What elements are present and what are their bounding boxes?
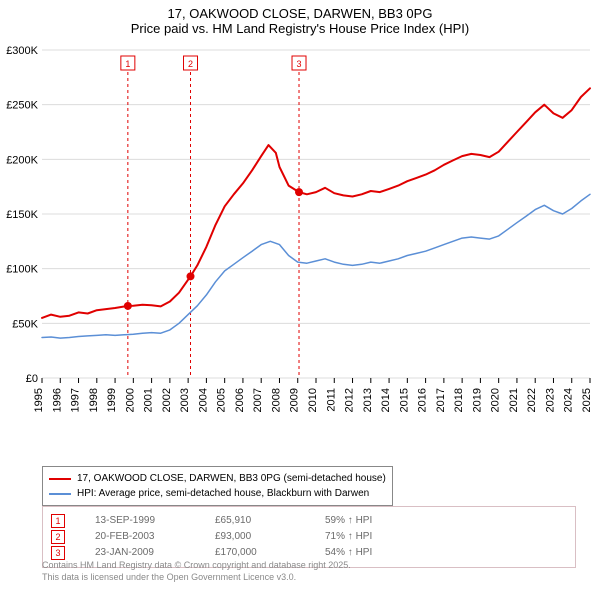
note-row: 3 23-JAN-2009 £170,000 54% ↑ HPI [51, 545, 567, 561]
title-subtitle: Price paid vs. HM Land Registry's House … [0, 21, 600, 36]
svg-text:2020: 2020 [490, 388, 502, 412]
svg-text:2017: 2017 [435, 388, 447, 412]
svg-text:£150K: £150K [6, 209, 38, 221]
svg-text:2009: 2009 [289, 388, 301, 412]
svg-text:2014: 2014 [380, 388, 392, 412]
svg-text:1999: 1999 [106, 388, 118, 412]
svg-text:2002: 2002 [161, 388, 173, 412]
svg-text:2015: 2015 [398, 388, 410, 412]
title-address: 17, OAKWOOD CLOSE, DARWEN, BB3 0PG [0, 6, 600, 21]
legend-swatch-hpi [49, 493, 71, 495]
svg-text:2021: 2021 [508, 388, 520, 412]
svg-text:1997: 1997 [70, 388, 82, 412]
note-row: 2 20-FEB-2003 £93,000 71% ↑ HPI [51, 529, 567, 545]
svg-text:2010: 2010 [307, 388, 319, 412]
legend-label-hpi: HPI: Average price, semi-detached house,… [77, 486, 369, 501]
svg-text:1: 1 [125, 59, 130, 69]
chart-container: { "title": { "line1": "17, OAKWOOD CLOSE… [0, 0, 600, 590]
note-marker-3: 3 [51, 546, 65, 560]
note-price: £65,910 [215, 513, 295, 529]
note-pct: 71% ↑ HPI [325, 529, 415, 545]
svg-text:2016: 2016 [417, 388, 429, 412]
svg-text:£200K: £200K [6, 154, 38, 166]
svg-text:1995: 1995 [33, 388, 45, 412]
svg-text:1996: 1996 [51, 388, 63, 412]
note-pct: 54% ↑ HPI [325, 545, 415, 561]
svg-text:2007: 2007 [252, 388, 264, 412]
attribution: Contains HM Land Registry data © Crown c… [42, 560, 351, 583]
title-block: 17, OAKWOOD CLOSE, DARWEN, BB3 0PG Price… [0, 0, 600, 36]
legend: 17, OAKWOOD CLOSE, DARWEN, BB3 0PG (semi… [42, 466, 393, 506]
attribution-line2: This data is licensed under the Open Gov… [42, 572, 351, 584]
svg-text:2011: 2011 [325, 388, 337, 412]
svg-text:2005: 2005 [216, 388, 228, 412]
note-price: £170,000 [215, 545, 295, 561]
svg-text:£50K: £50K [12, 318, 38, 330]
svg-text:2019: 2019 [471, 388, 483, 412]
svg-text:2024: 2024 [563, 388, 575, 412]
svg-text:2022: 2022 [526, 388, 538, 412]
note-price: £93,000 [215, 529, 295, 545]
svg-text:2004: 2004 [197, 388, 209, 412]
svg-text:1998: 1998 [88, 388, 100, 412]
chart-svg: £0 £50K £100K £150K £200K £250K £300K 1 2 3 1995 19… [0, 44, 600, 424]
legend-row: 17, OAKWOOD CLOSE, DARWEN, BB3 0PG (semi… [49, 471, 386, 486]
svg-text:2013: 2013 [362, 388, 374, 412]
note-pct: 59% ↑ HPI [325, 513, 415, 529]
svg-text:2008: 2008 [270, 388, 282, 412]
svg-text:£250K: £250K [6, 100, 38, 112]
svg-text:2006: 2006 [234, 388, 246, 412]
svg-text:2023: 2023 [544, 388, 556, 412]
svg-text:2000: 2000 [124, 388, 136, 412]
note-marker-2: 2 [51, 530, 65, 544]
attribution-line1: Contains HM Land Registry data © Crown c… [42, 560, 351, 572]
legend-label-property: 17, OAKWOOD CLOSE, DARWEN, BB3 0PG (semi… [77, 471, 386, 486]
svg-text:2012: 2012 [344, 388, 356, 412]
svg-text:£300K: £300K [6, 45, 38, 57]
legend-swatch-property [49, 478, 71, 480]
svg-text:2001: 2001 [143, 388, 155, 412]
note-marker-1: 1 [51, 514, 65, 528]
svg-text:2018: 2018 [453, 388, 465, 412]
svg-text:2025: 2025 [581, 388, 593, 412]
note-date: 23-JAN-2009 [95, 545, 185, 561]
svg-text:3: 3 [297, 59, 302, 69]
note-row: 1 13-SEP-1999 £65,910 59% ↑ HPI [51, 513, 567, 529]
chart-area: £0 £50K £100K £150K £200K £250K £300K 1 2 3 1995 19… [0, 44, 600, 424]
svg-text:£0: £0 [26, 373, 38, 385]
sale-notes: 1 13-SEP-1999 £65,910 59% ↑ HPI 2 20-FEB… [42, 506, 576, 568]
svg-text:2: 2 [188, 59, 193, 69]
note-date: 20-FEB-2003 [95, 529, 185, 545]
svg-text:2003: 2003 [179, 388, 191, 412]
legend-row: HPI: Average price, semi-detached house,… [49, 486, 386, 501]
svg-text:£100K: £100K [6, 264, 38, 276]
note-date: 13-SEP-1999 [95, 513, 185, 529]
